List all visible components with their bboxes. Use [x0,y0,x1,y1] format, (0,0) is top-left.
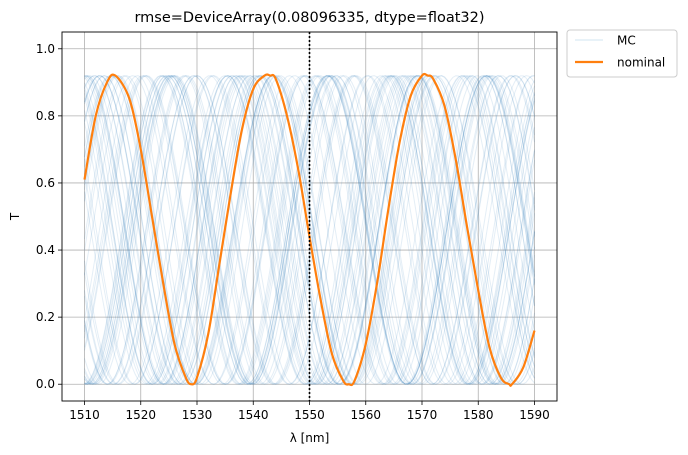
y-axis-ticks: 0.0 0.2 0.4 0.6 0.8 1.0 [36,42,62,391]
mc-line [84,75,535,385]
nominal-series [83,72,536,387]
mc-line [84,75,535,385]
x-tick-label: 1550 [294,408,325,422]
mc-line [84,75,535,385]
mc-line [84,75,535,385]
mc-line [84,75,535,385]
x-tick-label: 1530 [182,408,213,422]
mc-line [84,75,535,385]
mc-line [84,75,535,385]
y-tick-label: 0.0 [36,377,55,391]
chart-title: rmse=DeviceArray(0.08096335, dtype=float… [134,10,484,26]
mc-line [84,75,535,385]
mc-line [84,75,535,385]
y-tick-label: 0.4 [36,243,55,257]
x-tick-label: 1510 [69,408,100,422]
mc-line [84,75,535,385]
legend-label-nominal: nominal [617,56,665,70]
x-axis-ticks: 1510 1520 1530 1540 1550 1560 1570 1580 1590 [69,401,550,422]
mc-line [84,75,535,385]
mc-line [84,75,535,385]
x-tick-label: 1590 [519,408,550,422]
legend-label-mc: MC [617,34,636,48]
y-tick-label: 0.2 [36,310,55,324]
mc-line [84,75,535,385]
legend-frame [566,29,678,78]
mc-line [84,75,535,385]
x-tick-label: 1560 [350,408,381,422]
mc-line [84,75,535,385]
mc-line [84,75,535,385]
mc-line [84,75,535,385]
x-tick-label: 1570 [407,408,438,422]
legend: MC nominal [566,29,678,78]
y-tick-label: 0.6 [36,176,55,190]
mc-line [84,75,535,385]
x-tick-label: 1540 [238,408,269,422]
mc-line [84,75,535,385]
x-tick-label: 1580 [463,408,494,422]
mc-line [84,75,535,385]
y-tick-label: 0.8 [36,109,55,123]
mc-line [84,75,535,385]
mc-line [84,75,535,385]
y-axis-label: T [8,212,22,221]
mc-line [84,75,535,385]
mc-line [84,75,535,385]
nominal-line [83,72,536,387]
mc-line [84,75,535,385]
mc-line [84,75,535,385]
y-tick-label: 1.0 [36,42,55,56]
mc-line [84,75,535,385]
mc-line [84,75,535,385]
mc-line [84,75,535,385]
x-axis-label: λ [nm] [290,431,330,445]
mc-line [84,75,535,385]
mc-line [84,75,535,385]
mc-line [84,75,535,385]
x-tick-label: 1520 [125,408,156,422]
